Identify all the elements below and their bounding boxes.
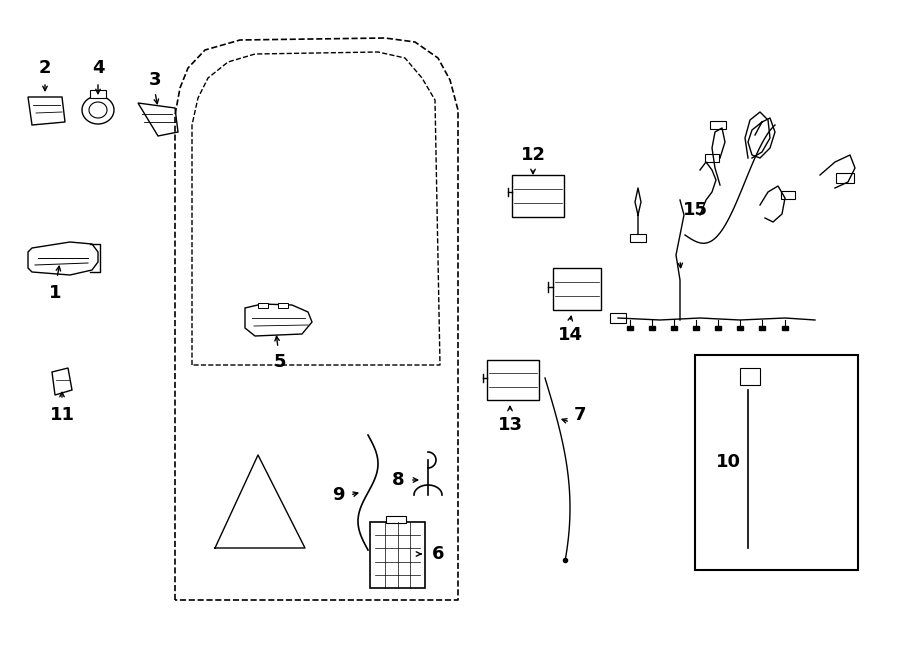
Bar [695,355,858,570]
Polygon shape [782,326,788,330]
Polygon shape [627,326,633,330]
Polygon shape [710,121,726,129]
Text: 11: 11 [50,406,75,424]
Text: 15: 15 [682,201,707,219]
Polygon shape [245,304,312,336]
Polygon shape [28,242,98,275]
Polygon shape [737,326,743,330]
Polygon shape [759,326,765,330]
Text: 7: 7 [574,406,586,424]
Bar [512,175,564,217]
Polygon shape [649,326,655,330]
Text: 12: 12 [520,146,545,164]
Polygon shape [705,154,719,162]
Polygon shape [258,303,268,308]
Text: 8: 8 [392,471,404,489]
Text: 5: 5 [274,353,286,371]
Text: 2: 2 [39,59,51,77]
Polygon shape [90,90,106,98]
Text: 9: 9 [332,486,344,504]
Text: 1: 1 [49,284,61,302]
Bar [487,360,539,400]
Polygon shape [370,522,425,588]
Polygon shape [52,368,72,395]
Polygon shape [693,326,699,330]
Polygon shape [386,516,406,523]
Polygon shape [610,313,626,323]
Polygon shape [715,326,721,330]
Text: 13: 13 [498,416,523,434]
Text: 10: 10 [716,453,741,471]
Polygon shape [671,326,677,330]
Polygon shape [740,368,760,385]
Polygon shape [836,173,854,183]
Polygon shape [28,97,65,125]
Polygon shape [630,234,646,242]
Polygon shape [89,102,107,118]
Text: 6: 6 [432,545,445,563]
Text: 3: 3 [148,71,161,89]
Polygon shape [278,303,288,308]
Polygon shape [82,96,114,124]
Bar [553,268,601,310]
Text: 4: 4 [92,59,104,77]
Polygon shape [138,103,178,136]
Text: 14: 14 [557,326,582,344]
Polygon shape [781,191,795,199]
